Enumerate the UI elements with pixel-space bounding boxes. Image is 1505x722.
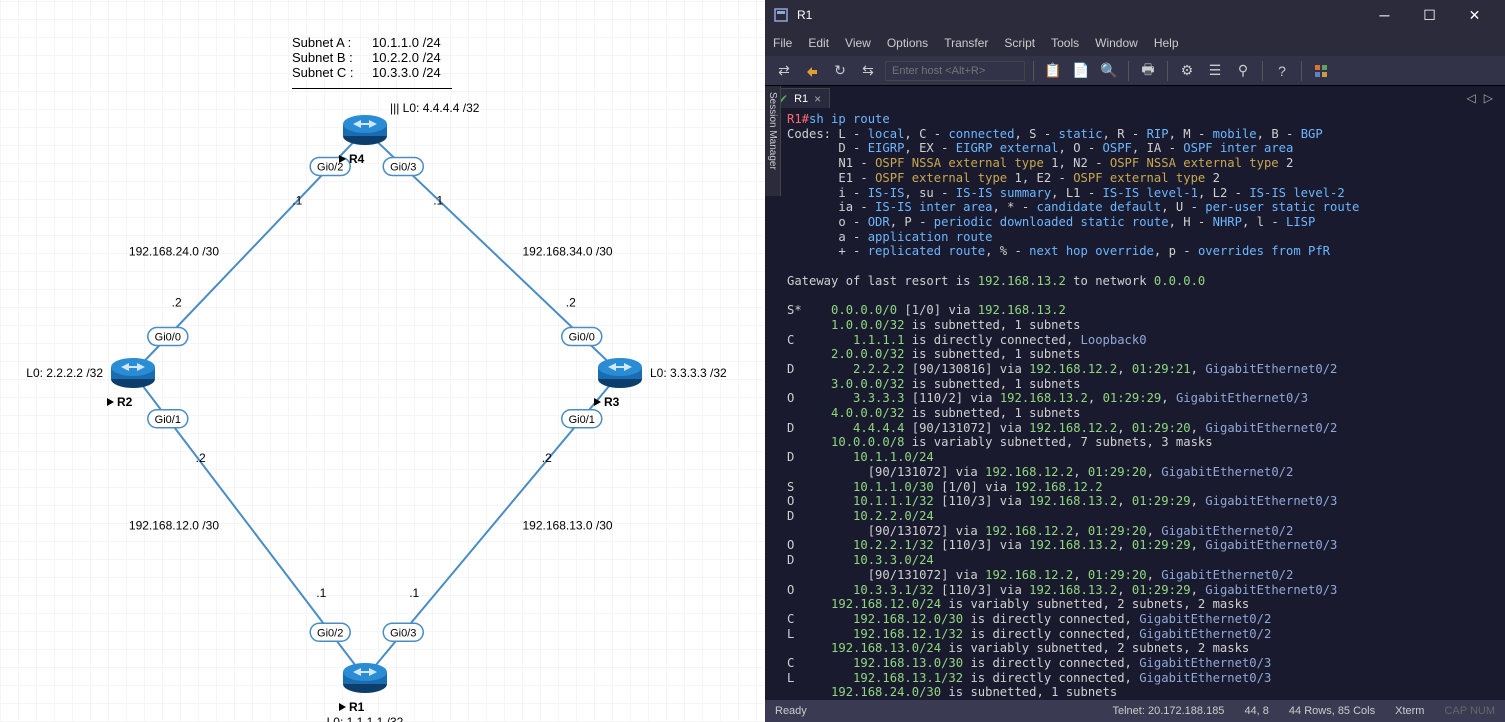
tabbar: ✔ R1 × ◁ ▷: [765, 86, 1505, 110]
minimize-button[interactable]: ─: [1362, 0, 1407, 30]
status-ready: Ready: [775, 705, 807, 717]
settings-icon[interactable]: ⚙: [1176, 60, 1198, 82]
status-termtype: Xterm: [1395, 705, 1424, 717]
menu-script[interactable]: Script: [1004, 36, 1035, 50]
svg-text:||| L0: 4.4.4.4 /32: ||| L0: 4.4.4.4 /32: [390, 101, 480, 115]
svg-text:Gi0/3: Gi0/3: [390, 627, 416, 639]
svg-text:.2: .2: [172, 296, 182, 310]
svg-text:.2: .2: [196, 451, 206, 465]
grid-icon[interactable]: [1310, 60, 1332, 82]
svg-text:L0: 2.2.2.2 /32: L0: 2.2.2.2 /32: [26, 366, 103, 380]
svg-text:192.168.12.0 /30: 192.168.12.0 /30: [129, 519, 219, 533]
menubar: File Edit View Options Transfer Script T…: [765, 30, 1505, 56]
paste-icon[interactable]: 📄: [1070, 60, 1092, 82]
find-icon[interactable]: 🔍: [1098, 60, 1120, 82]
topology-canvas[interactable]: Subnet A :10.1.1.0 /24 Subnet B :10.2.2.…: [0, 0, 765, 722]
tab-close-icon[interactable]: ×: [814, 92, 821, 106]
menu-window[interactable]: Window: [1095, 36, 1138, 50]
copy-icon[interactable]: 📋: [1042, 60, 1064, 82]
menu-view[interactable]: View: [845, 36, 871, 50]
terminal-output[interactable]: R1#sh ip route Codes: L - local, C - con…: [765, 110, 1505, 700]
svg-text:.1: .1: [433, 193, 443, 207]
tab-nav: ◁ ▷: [1467, 91, 1501, 105]
svg-text:R4: R4: [349, 152, 365, 166]
svg-text:Gi0/1: Gi0/1: [569, 414, 595, 426]
status-cursor: 44, 8: [1244, 705, 1268, 717]
svg-text:192.168.13.0 /30: 192.168.13.0 /30: [523, 519, 613, 533]
host-input[interactable]: [885, 61, 1025, 81]
print-icon[interactable]: 🖶: [1137, 60, 1159, 82]
app-icon: [773, 7, 789, 23]
status-connection: Telnet: 20.172.188.185: [1113, 705, 1225, 717]
help-icon[interactable]: ?: [1271, 60, 1293, 82]
titlebar[interactable]: R1 ─ ☐ ✕: [765, 0, 1505, 30]
quick-connect-icon[interactable]: [801, 60, 823, 82]
tab-next-icon[interactable]: ▷: [1484, 91, 1493, 105]
menu-file[interactable]: File: [773, 36, 792, 50]
menu-options[interactable]: Options: [887, 36, 928, 50]
svg-text:Gi0/2: Gi0/2: [317, 161, 343, 173]
menu-transfer[interactable]: Transfer: [944, 36, 988, 50]
session-icon[interactable]: ☰: [1204, 60, 1226, 82]
separator: [1167, 61, 1168, 81]
svg-text:R1: R1: [349, 700, 365, 714]
svg-text:L0: 1.1.1.1 /32: L0: 1.1.1.1 /32: [327, 715, 404, 722]
session-manager-tab[interactable]: Session Manager: [765, 86, 781, 196]
disconnect-icon[interactable]: ⇆: [857, 60, 879, 82]
tab-label: R1: [794, 93, 808, 105]
svg-text:L0: 3.3.3.3 /32: L0: 3.3.3.3 /32: [650, 366, 727, 380]
close-button[interactable]: ✕: [1452, 0, 1497, 30]
svg-text:Gi0/0: Gi0/0: [155, 332, 181, 344]
svg-text:.2: .2: [566, 296, 576, 310]
separator: [1262, 61, 1263, 81]
statusbar: Ready Telnet: 20.172.188.185 44, 8 44 Ro…: [765, 700, 1505, 722]
connect-icon[interactable]: ⇄: [773, 60, 795, 82]
svg-text:Gi0/1: Gi0/1: [155, 414, 181, 426]
svg-text:.1: .1: [292, 193, 302, 207]
maximize-button[interactable]: ☐: [1407, 0, 1452, 30]
menu-tools[interactable]: Tools: [1051, 36, 1079, 50]
svg-text:Gi0/3: Gi0/3: [390, 161, 416, 173]
separator: [1033, 61, 1034, 81]
command-icon[interactable]: ⚲: [1232, 60, 1254, 82]
svg-text:192.168.24.0 /30: 192.168.24.0 /30: [129, 245, 219, 259]
tab-prev-icon[interactable]: ◁: [1467, 91, 1476, 105]
svg-text:.2: .2: [542, 451, 552, 465]
menu-help[interactable]: Help: [1154, 36, 1179, 50]
toolbar: ⇄ ↻ ⇆ 📋 📄 🔍 🖶 ⚙ ☰ ⚲ ?: [765, 56, 1505, 86]
svg-text:.1: .1: [316, 586, 326, 600]
menu-edit[interactable]: Edit: [808, 36, 829, 50]
window-title: R1: [797, 8, 1362, 22]
svg-text:Gi0/0: Gi0/0: [569, 332, 595, 344]
topology-svg: Gi0/2 Gi0/0 .1 .2 192.168.24.0 /30 Gi0/3 Gi0/0…: [0, 0, 765, 722]
separator: [1301, 61, 1302, 81]
status-caps: CAP NUM: [1444, 705, 1495, 717]
svg-text:Gi0/2: Gi0/2: [317, 627, 343, 639]
svg-text:192.168.34.0 /30: 192.168.34.0 /30: [523, 245, 613, 259]
reconnect-icon[interactable]: ↻: [829, 60, 851, 82]
svg-text:.1: .1: [409, 586, 419, 600]
svg-text:R3: R3: [604, 395, 620, 409]
status-dims: 44 Rows, 85 Cols: [1289, 705, 1375, 717]
svg-text:R2: R2: [117, 395, 133, 409]
window-controls: ─ ☐ ✕: [1362, 0, 1497, 30]
separator: [1128, 61, 1129, 81]
terminal-window: R1 ─ ☐ ✕ File Edit View Options Transfer…: [765, 0, 1505, 722]
